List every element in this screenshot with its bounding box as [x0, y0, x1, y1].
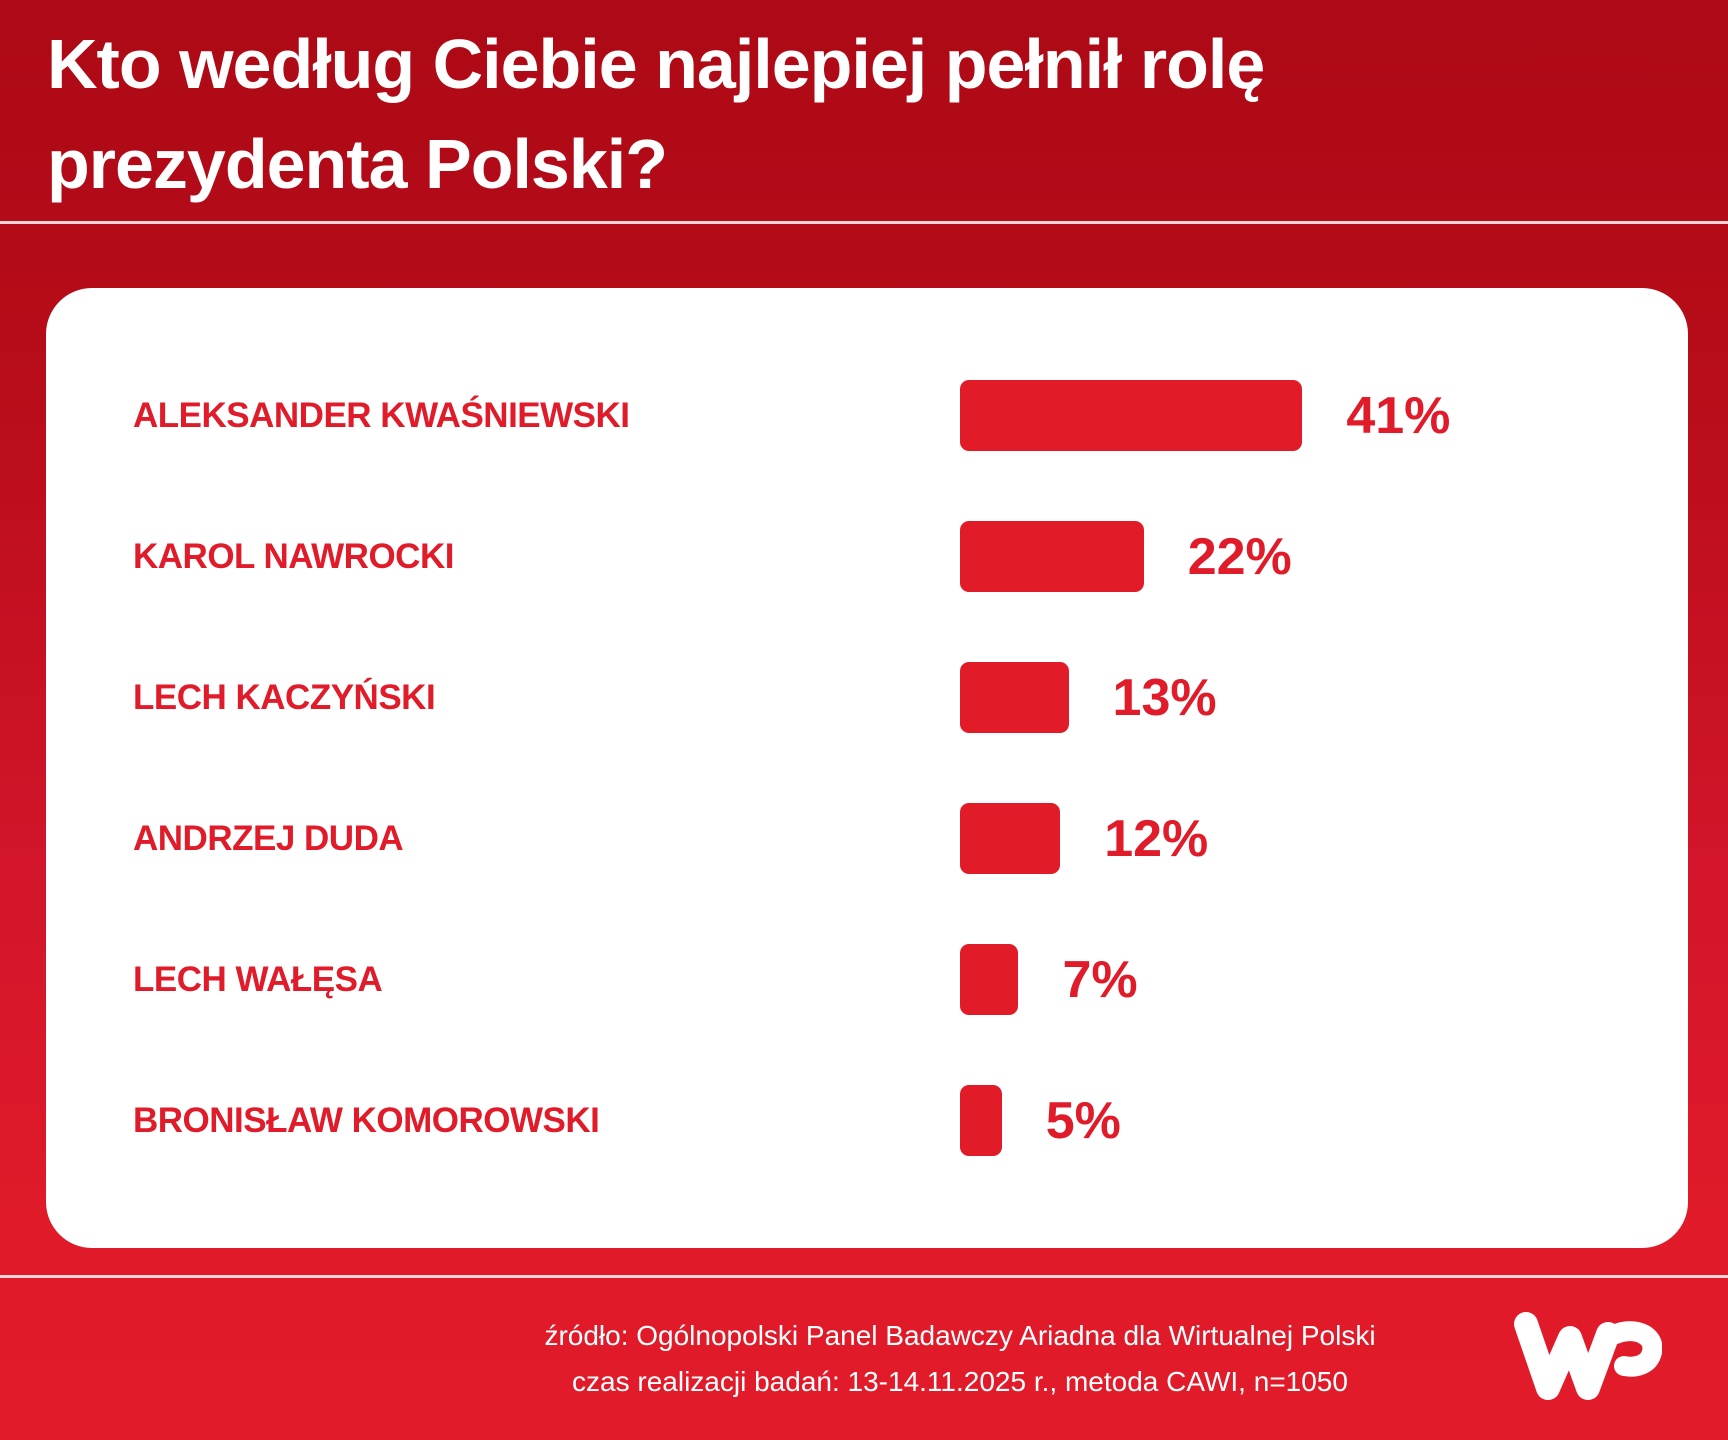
bar	[960, 944, 1019, 1015]
bar-value-label: 5%	[1045, 1092, 1121, 1150]
source-text: źródło: Ogólnopolski Panel Badawczy Aria…	[544, 1320, 1376, 1351]
bar-label: LECH WAŁĘSA	[133, 960, 383, 999]
bar-row: BRONISŁAW KOMOROWSKI 5%	[46, 1085, 1688, 1157]
header-divider	[0, 221, 1728, 224]
bar-label: LECH KACZYŃSKI	[133, 678, 436, 717]
title-line-1: Kto według Ciebie najlepiej pełnił rolę	[47, 25, 1265, 103]
bar-label: ANDRZEJ DUDA	[133, 819, 404, 858]
bar-value-label: 12%	[1104, 810, 1209, 868]
bar	[960, 662, 1069, 733]
bar-label: BRONISŁAW KOMOROWSKI	[133, 1101, 600, 1140]
bar	[960, 521, 1144, 592]
bar-row: ANDRZEJ DUDA 12%	[46, 803, 1688, 875]
chart-title: Kto według Ciebie najlepiej pełnił rolę …	[47, 14, 1547, 214]
bar	[960, 380, 1303, 451]
chart-card: ALEKSANDER KWAŚNIEWSKI 41% KAROL NAWROCK…	[46, 288, 1688, 1248]
bar-label: ALEKSANDER KWAŚNIEWSKI	[133, 396, 630, 435]
bar	[960, 803, 1061, 874]
wp-logo-icon	[1512, 1308, 1663, 1400]
bar-row: LECH WAŁĘSA 7%	[46, 944, 1688, 1016]
bar-value-label: 22%	[1187, 528, 1292, 586]
bar-label: KAROL NAWROCKI	[133, 537, 454, 576]
bar-row: ALEKSANDER KWAŚNIEWSKI 41%	[46, 380, 1688, 452]
bar-value-label: 13%	[1112, 669, 1217, 727]
bar-row: LECH KACZYŃSKI 13%	[46, 662, 1688, 734]
bar-value-label: 7%	[1062, 951, 1138, 1009]
footer-divider	[0, 1275, 1728, 1278]
title-line-2: prezydenta Polski?	[47, 125, 668, 203]
bar-row: KAROL NAWROCKI 22%	[46, 521, 1688, 593]
bar	[960, 1085, 1002, 1156]
methodology-text: czas realizacji badań: 13-14.11.2025 r.,…	[572, 1366, 1348, 1397]
bar-value-label: 41%	[1346, 387, 1451, 445]
